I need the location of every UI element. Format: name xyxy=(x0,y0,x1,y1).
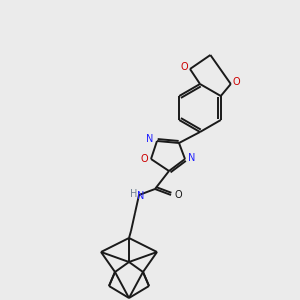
Text: O: O xyxy=(140,154,148,164)
Text: N: N xyxy=(137,191,145,201)
Text: N: N xyxy=(188,153,196,163)
Text: O: O xyxy=(180,62,188,72)
Text: N: N xyxy=(146,134,154,144)
Text: O: O xyxy=(233,77,241,87)
Text: O: O xyxy=(174,190,182,200)
Text: H: H xyxy=(130,189,138,199)
